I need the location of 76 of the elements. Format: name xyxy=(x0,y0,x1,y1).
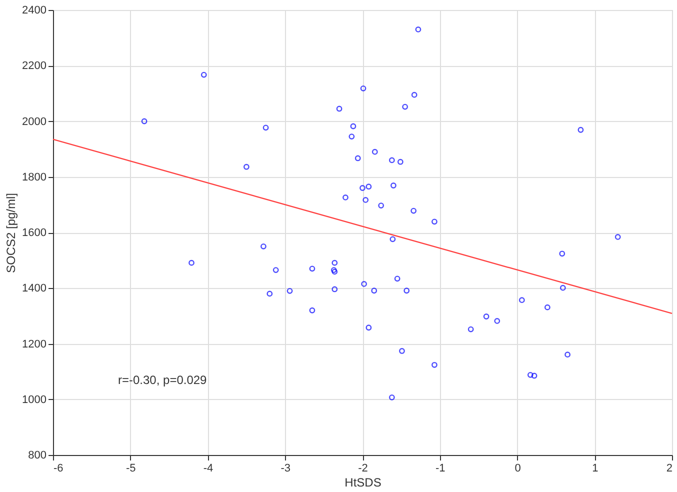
y-tick-label: 1600 xyxy=(22,227,46,239)
point xyxy=(371,288,378,294)
point xyxy=(200,72,207,78)
point xyxy=(260,243,266,250)
point xyxy=(336,106,342,112)
point xyxy=(348,134,355,140)
point xyxy=(309,307,316,314)
point xyxy=(402,104,408,110)
point xyxy=(494,318,500,324)
x-tick-label: 1 xyxy=(592,462,598,474)
point xyxy=(411,92,418,98)
point xyxy=(397,158,404,165)
point xyxy=(378,202,384,208)
point xyxy=(342,194,348,200)
x-tick-label: 0 xyxy=(514,462,521,474)
x-axis-title: HtSDS xyxy=(344,476,382,490)
y-tick-label: 1800 xyxy=(22,171,46,184)
point xyxy=(309,266,316,272)
point xyxy=(432,362,438,368)
point xyxy=(560,284,566,291)
point xyxy=(360,85,366,92)
x-tick-label: -4 xyxy=(203,462,214,474)
y-tick-label: 2000 xyxy=(22,116,46,128)
y-tick-label: 2400 xyxy=(22,4,46,16)
point xyxy=(330,267,337,273)
x-tick-label: -1 xyxy=(435,462,446,474)
point xyxy=(262,124,269,131)
point xyxy=(410,208,417,214)
point xyxy=(518,297,525,304)
point xyxy=(388,394,395,400)
point xyxy=(527,372,534,378)
point xyxy=(564,352,570,358)
x-tick-label: -6 xyxy=(54,462,64,474)
point xyxy=(531,372,538,379)
point xyxy=(362,197,369,203)
point xyxy=(614,234,621,240)
point xyxy=(388,157,395,164)
point xyxy=(332,268,338,275)
x-tick-label: -3 xyxy=(280,462,291,474)
point xyxy=(559,250,566,257)
point xyxy=(578,126,584,133)
point xyxy=(390,182,396,188)
point xyxy=(361,281,367,287)
annotation: r=-0.30, p=0.029 xyxy=(118,373,208,387)
x-tick-label: 2 xyxy=(666,462,672,474)
point xyxy=(399,348,405,354)
y-axis-title: SOCS2 [pg/ml] xyxy=(4,192,18,274)
y-tick-label: 1400 xyxy=(22,282,46,295)
point xyxy=(483,314,490,320)
point xyxy=(141,118,148,124)
x-tick-label: -2 xyxy=(358,462,368,474)
y-tick-label: 1200 xyxy=(22,338,46,350)
point xyxy=(266,290,273,297)
point xyxy=(415,26,422,32)
x-tick-label: -5 xyxy=(126,462,136,474)
point xyxy=(372,148,378,155)
point xyxy=(286,288,293,294)
y-tick-label: 2200 xyxy=(22,60,46,72)
point xyxy=(468,326,474,332)
y-tick-label: 1000 xyxy=(22,394,46,406)
point xyxy=(243,164,250,170)
point xyxy=(272,267,279,273)
point xyxy=(332,286,338,292)
point xyxy=(390,236,396,242)
point xyxy=(188,260,194,266)
y-tick-label: 800 xyxy=(28,450,46,462)
point xyxy=(394,276,400,282)
point xyxy=(366,324,372,331)
point xyxy=(332,260,338,266)
point xyxy=(432,218,438,225)
point xyxy=(360,185,366,191)
point xyxy=(354,155,361,162)
point xyxy=(350,123,356,130)
point xyxy=(404,288,410,294)
point xyxy=(544,304,550,310)
point xyxy=(366,184,372,190)
